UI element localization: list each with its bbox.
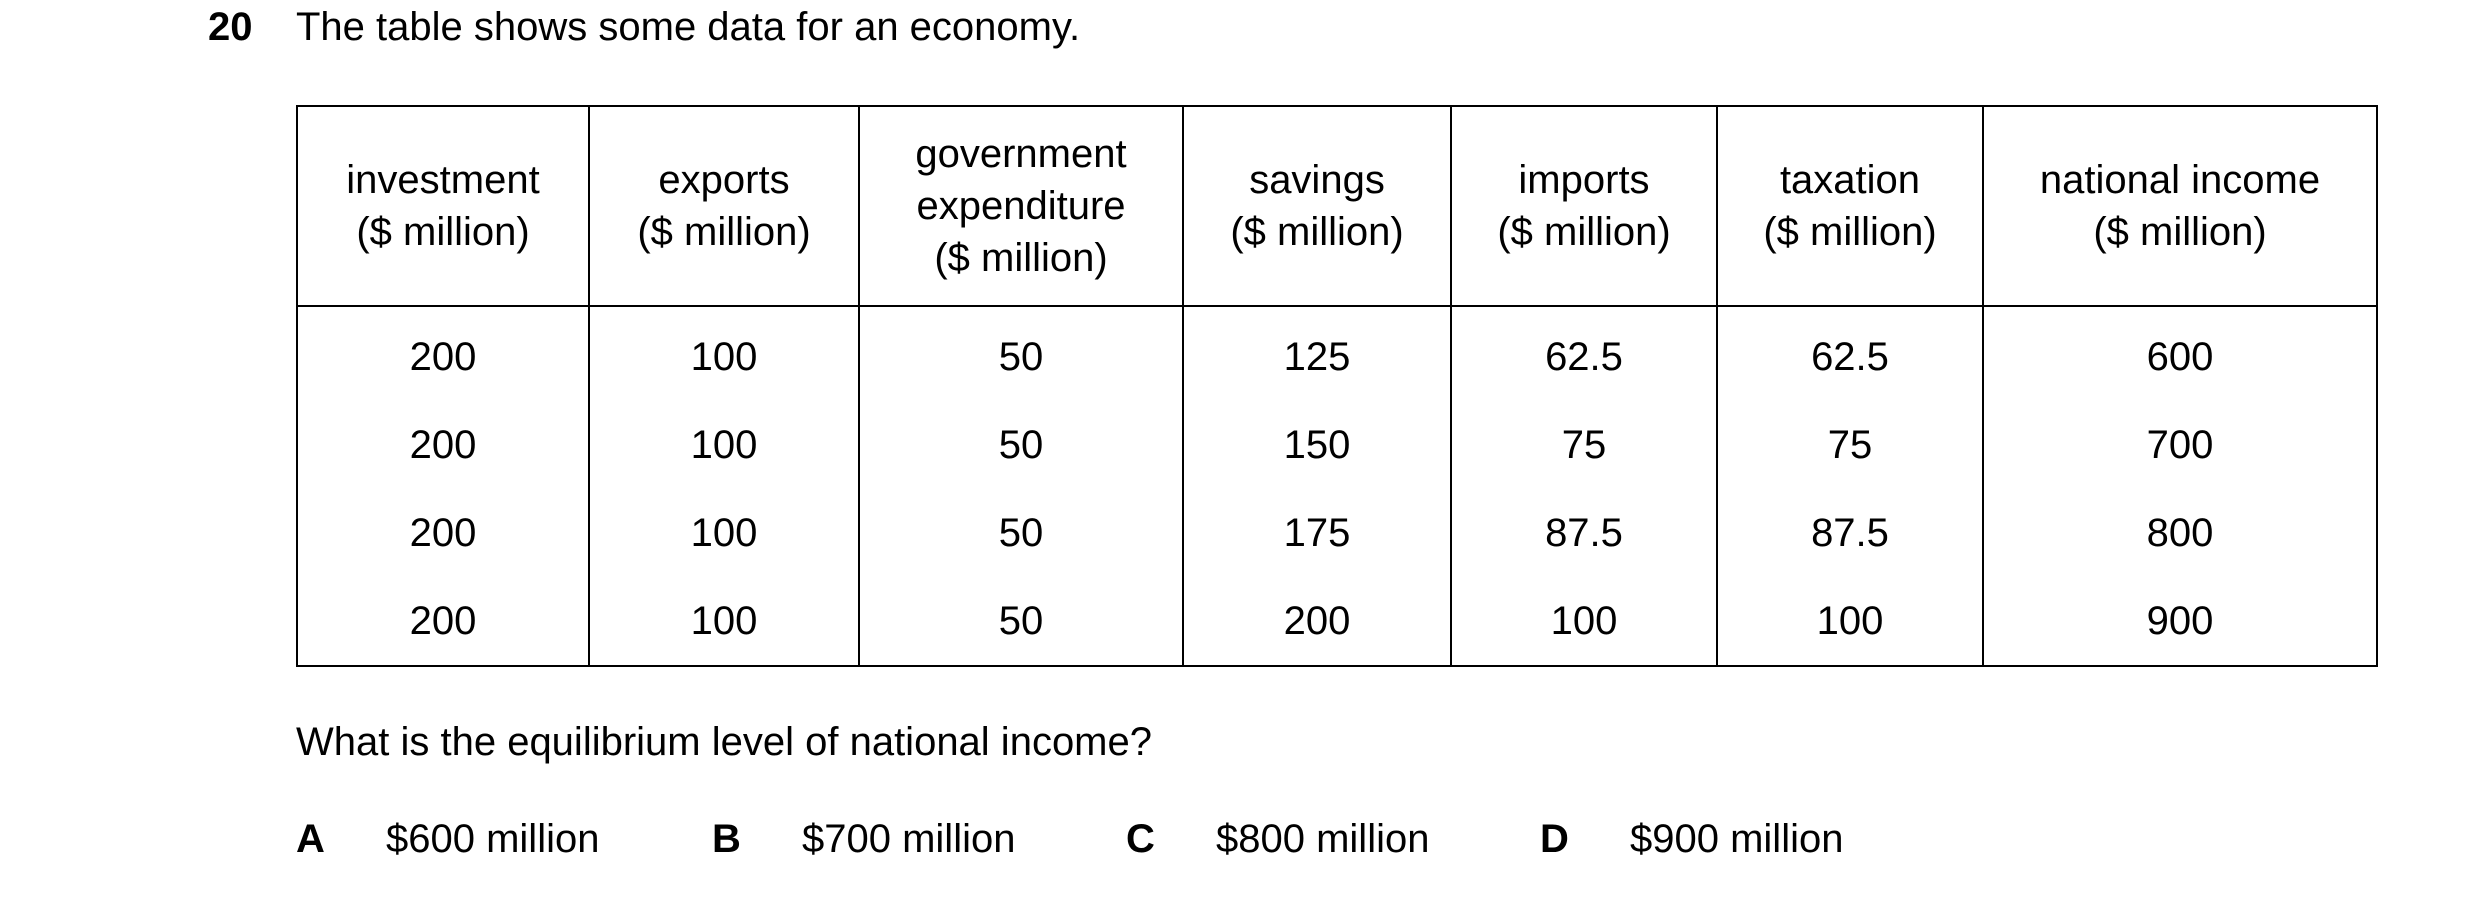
header-taxation: taxation ($ million) xyxy=(1716,105,1984,307)
table-cell: 50 xyxy=(858,401,1184,489)
table-cell: 62.5 xyxy=(1716,306,1984,401)
header-investment: investment ($ million) xyxy=(296,105,590,307)
table-cell: 150 xyxy=(1182,401,1452,489)
option-text: $900 million xyxy=(1630,817,1844,861)
table-cell: 100 xyxy=(588,306,860,401)
table-cell: 200 xyxy=(296,306,590,401)
table-cell: 800 xyxy=(1982,489,2378,577)
option-c[interactable]: C $800 million xyxy=(1126,812,1540,866)
answer-options: A $600 million B $700 million C $800 mil… xyxy=(296,812,1940,866)
option-text: $800 million xyxy=(1216,817,1430,861)
table-cell: 87.5 xyxy=(1716,489,1984,577)
option-d[interactable]: D $900 million xyxy=(1540,812,1940,866)
option-letter: B xyxy=(712,817,741,861)
option-b[interactable]: B $700 million xyxy=(712,812,1126,866)
table-cell: 100 xyxy=(588,489,860,577)
option-a[interactable]: A $600 million xyxy=(296,812,712,866)
question-stem: The table shows some data for an economy… xyxy=(296,5,1081,49)
table-cell: 62.5 xyxy=(1450,306,1718,401)
table-cell: 200 xyxy=(296,577,590,667)
table-cell: 100 xyxy=(1450,577,1718,667)
header-government-expenditure: government expenditure ($ million) xyxy=(858,105,1184,307)
table-cell: 700 xyxy=(1982,401,2378,489)
table-cell: 75 xyxy=(1716,401,1984,489)
table-cell: 600 xyxy=(1982,306,2378,401)
table-row: 200 100 50 125 62.5 62.5 600 xyxy=(296,306,2378,401)
table-cell: 75 xyxy=(1450,401,1718,489)
table-row: 200 100 50 200 100 100 900 xyxy=(296,577,2378,667)
table-cell: 100 xyxy=(588,401,860,489)
table-header-row: investment ($ million) exports ($ millio… xyxy=(296,105,2378,307)
option-text: $700 million xyxy=(802,817,1016,861)
table-cell: 125 xyxy=(1182,306,1452,401)
table-cell: 200 xyxy=(296,489,590,577)
header-exports: exports ($ million) xyxy=(588,105,860,307)
table-cell: 200 xyxy=(1182,577,1452,667)
table-cell: 87.5 xyxy=(1450,489,1718,577)
table-cell: 900 xyxy=(1982,577,2378,667)
option-letter: D xyxy=(1540,817,1569,861)
question-prompt: What is the equilibrium level of nationa… xyxy=(296,720,1152,764)
question-number: 20 xyxy=(208,5,253,49)
table-cell: 50 xyxy=(858,306,1184,401)
table-cell: 50 xyxy=(858,577,1184,667)
table-cell: 100 xyxy=(1716,577,1984,667)
header-national-income: national income ($ million) xyxy=(1982,105,2378,307)
header-imports: imports ($ million) xyxy=(1450,105,1718,307)
table-cell: 175 xyxy=(1182,489,1452,577)
table-cell: 200 xyxy=(296,401,590,489)
data-table: investment ($ million) exports ($ millio… xyxy=(296,105,2378,667)
option-letter: C xyxy=(1126,817,1155,861)
table-cell: 100 xyxy=(588,577,860,667)
header-savings: savings ($ million) xyxy=(1182,105,1452,307)
table-cell: 50 xyxy=(858,489,1184,577)
option-letter: A xyxy=(296,817,325,861)
option-text: $600 million xyxy=(386,817,600,861)
table-row: 200 100 50 150 75 75 700 xyxy=(296,401,2378,489)
table-row: 200 100 50 175 87.5 87.5 800 xyxy=(296,489,2378,577)
